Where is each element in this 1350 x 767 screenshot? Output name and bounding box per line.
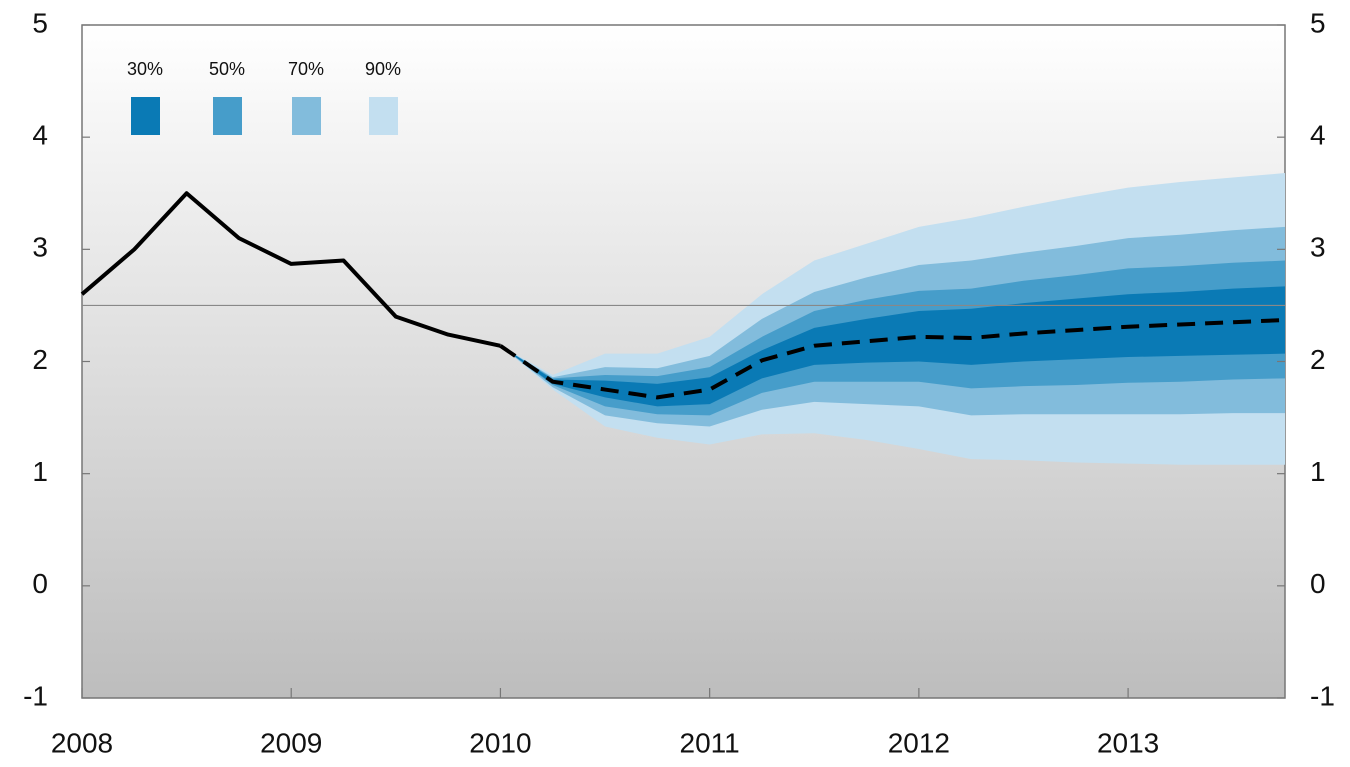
y-tick-label: 3 (32, 232, 48, 263)
line (80, 191, 501, 348)
fan-band (500, 286, 1285, 407)
x-tick-label: 2008 (51, 727, 113, 758)
legend-swatch (292, 97, 321, 135)
y2-tick-label: 1 (1310, 456, 1326, 487)
y-tick-label: 5 (32, 7, 48, 38)
y2-tick-label: 4 (1310, 120, 1326, 151)
y2-tick-label: 0 (1310, 568, 1326, 599)
y2-tick-label: 5 (1310, 7, 1326, 38)
y-tick-label: 4 (32, 120, 48, 151)
y2-tick-label: 3 (1310, 232, 1326, 263)
legend-swatch (213, 97, 242, 135)
y2-tick-label: -1 (1310, 680, 1335, 711)
legend-swatch (131, 97, 160, 135)
legend-label: 70% (288, 59, 324, 79)
x-tick-label: 2013 (1097, 727, 1159, 758)
line (499, 317, 1286, 400)
x-tick-label: 2009 (260, 727, 322, 758)
x-tick-label: 2010 (469, 727, 531, 758)
legend-label: 50% (209, 59, 245, 79)
y-tick-label: 1 (32, 456, 48, 487)
y-tick-label: -1 (23, 680, 48, 711)
legend-label: 90% (365, 59, 401, 79)
y-tick-label: 0 (32, 568, 48, 599)
y-tick-label: 2 (32, 344, 48, 375)
legend-label: 30% (127, 59, 163, 79)
legend-swatch (369, 97, 398, 135)
x-tick-label: 2012 (888, 727, 950, 758)
y2-tick-label: 2 (1310, 344, 1326, 375)
x-tick-label: 2011 (680, 727, 740, 758)
